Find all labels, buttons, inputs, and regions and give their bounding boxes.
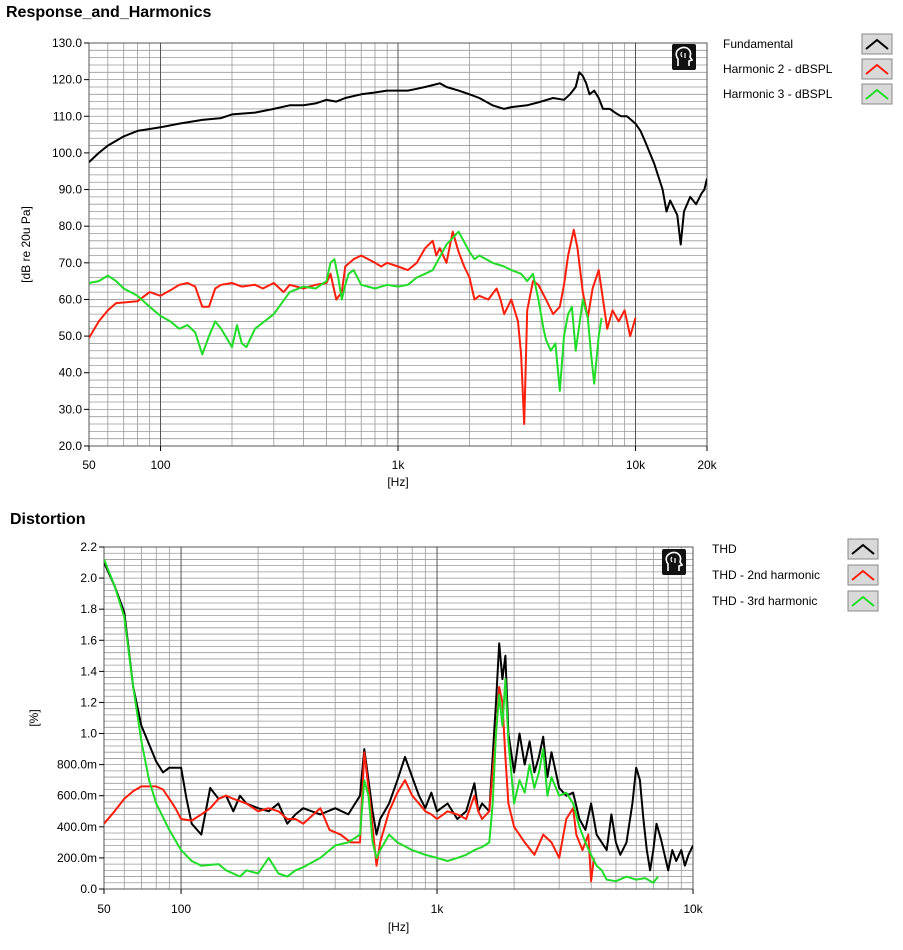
legend-swatch xyxy=(847,590,879,612)
x-tick-label: 20k xyxy=(697,458,717,472)
speaker-head-icon xyxy=(662,549,686,575)
x-tick-label: 50 xyxy=(82,458,96,472)
y-axis-label: [dB re 20u Pa] xyxy=(19,206,33,283)
y-tick-label: 50.0 xyxy=(59,329,83,343)
y-tick-label: 80.0 xyxy=(59,219,83,233)
x-tick-label: 50 xyxy=(97,902,111,916)
y-tick-label: 400.0m xyxy=(57,820,97,834)
x-axis-label: [Hz] xyxy=(387,475,408,489)
y-tick-label: 200.0m xyxy=(57,851,97,865)
y-axis-label: [%] xyxy=(27,709,41,726)
y-tick-label: 1.2 xyxy=(80,695,97,709)
legend-label: THD xyxy=(712,542,737,556)
x-tick-label: 100 xyxy=(171,902,191,916)
series-line-thd-2nd-harmonic xyxy=(104,685,595,883)
x-tick-label: 100 xyxy=(150,458,170,472)
distortion-chart-title: Distortion xyxy=(10,511,86,528)
y-tick-label: 2.2 xyxy=(80,540,97,554)
x-tick-label: 1k xyxy=(392,458,406,472)
x-tick-label: 10k xyxy=(626,458,646,472)
legend-label: Fundamental xyxy=(723,37,793,51)
x-tick-label: 10k xyxy=(683,902,703,916)
y-tick-label: 120.0 xyxy=(52,73,82,87)
y-tick-label: 70.0 xyxy=(59,256,83,270)
x-axis-label: [Hz] xyxy=(388,920,409,934)
y-tick-label: 130.0 xyxy=(52,36,82,50)
legend-label: THD - 3rd harmonic xyxy=(712,594,817,608)
series-line-thd-3rd-harmonic xyxy=(104,559,659,884)
plot-area xyxy=(104,547,693,889)
x-tick-label: 1k xyxy=(431,902,445,916)
y-tick-label: 1.6 xyxy=(80,633,97,647)
legend-swatch xyxy=(861,83,893,105)
y-tick-label: 40.0 xyxy=(59,366,83,380)
y-tick-label: 800.0m xyxy=(57,758,97,772)
series-line-harmonic-2-dbspl xyxy=(89,228,637,425)
response-chart-title: Response_and_Harmonics xyxy=(6,4,212,21)
y-tick-label: 1.8 xyxy=(80,602,97,616)
y-tick-label: 2.0 xyxy=(80,571,97,585)
y-tick-label: 1.0 xyxy=(80,727,97,741)
speaker-head-icon xyxy=(672,44,696,70)
legend-label: THD - 2nd harmonic xyxy=(712,568,820,582)
y-tick-label: 0.0 xyxy=(80,882,97,896)
y-tick-label: 30.0 xyxy=(59,402,83,416)
chart-0: 20.0 30.0 40.0 50.0 60.0 70.0 80.0 90.0 100.0 110… xyxy=(19,33,893,489)
y-tick-label: 600.0m xyxy=(57,789,97,803)
legend-swatch xyxy=(861,58,893,80)
series-line-harmonic-3-dbspl xyxy=(89,230,603,392)
y-tick-label: 60.0 xyxy=(59,292,83,306)
legend-swatch xyxy=(861,33,893,55)
legend-swatch xyxy=(847,538,879,560)
legend-label: Harmonic 3 - dBSPL xyxy=(723,87,833,101)
y-tick-label: 100.0 xyxy=(52,146,82,160)
chart-1: 0.0 200.0m 400.0m 600.0m 800.0m 1.0 1.2 1.4 1.6 1… xyxy=(27,538,879,934)
y-tick-label: 110.0 xyxy=(53,109,82,123)
legend-label: Harmonic 2 - dBSPL xyxy=(723,62,833,76)
plot-border xyxy=(103,546,694,890)
legend-swatch xyxy=(847,564,879,586)
y-tick-label: 20.0 xyxy=(59,439,83,453)
y-tick-label: 1.4 xyxy=(80,664,97,678)
series-line-fundamental xyxy=(89,71,707,246)
y-tick-label: 90.0 xyxy=(59,183,83,197)
